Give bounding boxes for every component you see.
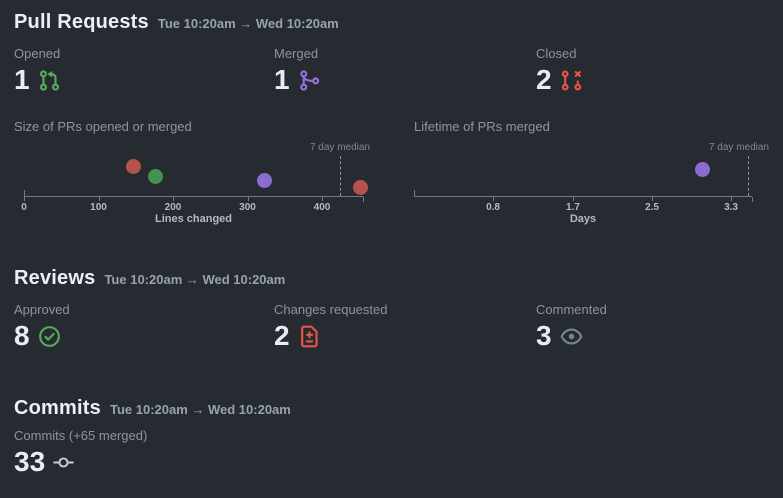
stat-merged: Merged 1 — [274, 46, 321, 96]
axis-tick — [322, 197, 324, 201]
axis-tick-label: 3.3 — [724, 202, 738, 213]
plot-area: 0.8 1.7 2.5 3.3 — [414, 113, 769, 228]
axis-tick — [173, 197, 174, 201]
median-line — [339, 156, 341, 196]
stat-value: 1 — [14, 64, 61, 96]
median-label: 7 day median — [309, 142, 370, 153]
stat-opened: Opened 1 — [14, 46, 61, 96]
axis-tick-label: 100 — [90, 202, 107, 213]
stat-commented: Commented 3 — [536, 302, 607, 352]
stat-number: 8 — [14, 320, 30, 351]
section-title: Reviews — [14, 267, 96, 289]
axis-tick — [24, 197, 25, 201]
axis-tick-label: 2.5 — [645, 202, 659, 213]
axis-tick — [98, 197, 100, 201]
axis-tick — [493, 197, 495, 201]
axis-tick-label: 200 — [164, 202, 182, 213]
axis-tick — [573, 197, 574, 201]
axis-tick — [652, 197, 654, 201]
stat-value: 2 — [274, 320, 387, 352]
stat-label: Commented — [536, 302, 607, 317]
x-axis-label: Days — [569, 213, 597, 225]
size-of-prs-chart: Size of PRs opened or merged 7 day media… — [14, 113, 370, 228]
axis-tick — [731, 197, 733, 201]
axis-tick-label: 0 — [21, 202, 27, 213]
commits-header: Commits Tue 10:20am → Wed 10:20am — [14, 397, 291, 420]
git-pull-request-closed-icon — [561, 70, 581, 90]
pr-dot-merged[interactable] — [694, 161, 710, 177]
plot-area: 0 100 200 300 400 — [14, 113, 370, 228]
axis-start-cap — [414, 190, 415, 196]
stat-value: 33 — [14, 446, 147, 478]
stat-value: 1 — [274, 64, 321, 96]
date-range: Tue 10:20am → Wed 10:20am — [157, 16, 339, 31]
stat-label: Closed — [536, 46, 577, 61]
x-axis — [414, 196, 752, 197]
stat-number: 1 — [274, 64, 290, 95]
check-circle-icon — [38, 325, 60, 347]
chart-title: Lifetime of PRs merged — [414, 119, 550, 134]
git-pull-request-icon — [39, 69, 59, 91]
git-commit-icon — [53, 456, 74, 468]
date-range: Tue 10:20am → Wed 10:20am — [104, 272, 286, 287]
pull-requests-header: Pull Requests Tue 10:20am → Wed 10:20am — [14, 11, 339, 34]
x-axis — [24, 196, 363, 197]
section-title: Pull Requests — [14, 11, 149, 33]
stat-value: 8 — [14, 320, 70, 352]
pr-dot-merged[interactable] — [257, 172, 273, 188]
stat-label: Merged — [274, 46, 319, 61]
file-diff-icon — [300, 325, 318, 347]
lifetime-of-prs-chart: Lifetime of PRs merged 7 day median 0.8 1… — [414, 113, 769, 228]
section-title: Commits — [14, 397, 101, 419]
axis-start-cap — [24, 190, 25, 196]
eye-icon — [560, 328, 583, 344]
axis-end-tick — [363, 197, 364, 202]
stat-closed: Closed 2 — [536, 46, 583, 96]
stat-label: Opened — [14, 46, 61, 61]
axis-tick-label: 1.7 — [566, 202, 580, 213]
stat-number: 1 — [14, 64, 30, 95]
stat-value: 3 — [536, 320, 607, 352]
stat-value: 2 — [536, 64, 583, 96]
stat-approved: Approved 8 — [14, 302, 70, 352]
pr-dot-opened[interactable] — [148, 168, 164, 184]
median-label: 7 day median — [708, 142, 769, 153]
stat-label: Changes requested — [274, 302, 388, 317]
axis-tick — [247, 197, 249, 201]
stat-number: 2 — [536, 64, 552, 95]
x-axis-label: Lines changed — [154, 213, 233, 225]
pr-dot-closed[interactable] — [353, 179, 369, 195]
git-merge-icon — [299, 69, 319, 91]
stat-label: Commits (+65 merged) — [14, 428, 148, 443]
axis-tick-label: 0.8 — [486, 202, 500, 213]
median-line — [748, 156, 750, 196]
stat-label: Approved — [14, 302, 70, 317]
stat-number: 33 — [14, 446, 46, 477]
axis-tick-label: 400 — [313, 202, 331, 213]
pr-dot-closed[interactable] — [126, 158, 142, 174]
chart-title: Size of PRs opened or merged — [14, 119, 192, 134]
reviews-header: Reviews Tue 10:20am → Wed 10:20am — [14, 267, 285, 290]
date-range: Tue 10:20am → Wed 10:20am — [109, 402, 291, 417]
axis-end-tick — [752, 197, 753, 202]
stat-number: 3 — [536, 320, 552, 351]
stat-commits: Commits (+65 merged) 33 — [14, 428, 147, 478]
stat-number: 2 — [274, 320, 290, 351]
axis-tick-label: 300 — [239, 202, 256, 213]
stat-changes-requested: Changes requested 2 — [274, 302, 387, 352]
